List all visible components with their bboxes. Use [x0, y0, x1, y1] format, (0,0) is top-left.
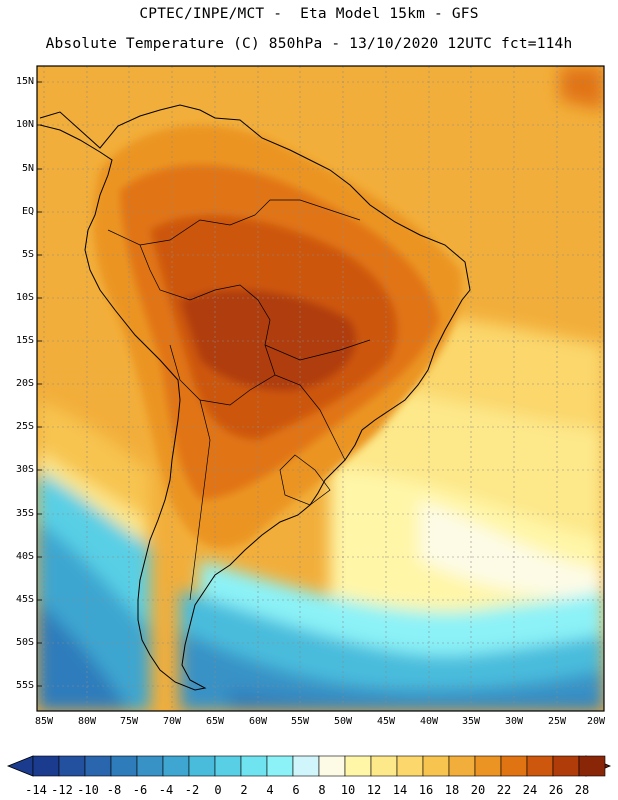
colorbar-swatch — [396, 755, 424, 777]
colorbar — [6, 755, 612, 777]
lon-label: 20W — [586, 716, 606, 727]
lat-label: 50S — [15, 637, 34, 648]
colorbar-label: 4 — [266, 783, 274, 797]
colorbar-swatch — [344, 755, 372, 777]
lon-label: 85W — [34, 716, 54, 727]
lat-label: 20S — [15, 378, 34, 389]
colorbar-label: 0 — [214, 783, 222, 797]
country-borders — [107, 199, 371, 601]
colorbar-label: 22 — [496, 783, 512, 797]
colorbar-label: -6 — [132, 783, 148, 797]
colorbar-swatch — [578, 755, 606, 777]
lon-label: 25W — [547, 716, 567, 727]
south-america-coastline — [39, 104, 471, 691]
colorbar-label: 2 — [240, 783, 248, 797]
colorbar-label: -8 — [106, 783, 122, 797]
colorbar-label: -12 — [51, 783, 73, 797]
lon-label: 70W — [162, 716, 182, 727]
colorbar-swatch — [110, 755, 138, 777]
colorbar-label: 26 — [548, 783, 564, 797]
colorbar-swatch — [422, 755, 450, 777]
colorbar-swatch — [240, 755, 268, 777]
lat-label: 25S — [15, 421, 34, 432]
colorbar-swatch — [58, 755, 86, 777]
axis-ticks — [37, 81, 42, 687]
lat-label: 35S — [15, 508, 34, 519]
colorbar-swatch — [84, 755, 112, 777]
colorbar-swatch — [266, 755, 294, 777]
colorbar-swatch — [318, 755, 346, 777]
colorbar-swatch — [500, 755, 528, 777]
colorbar-label: 6 — [292, 783, 300, 797]
lat-label: 40S — [15, 551, 34, 562]
lon-label: 60W — [248, 716, 268, 727]
colorbar-swatch — [474, 755, 502, 777]
colorbar-swatch — [32, 755, 60, 777]
lon-label: 40W — [419, 716, 439, 727]
chart-title-line-1: CPTEC/INPE/MCT - Eta Model 15km - GFS — [139, 6, 479, 22]
colorbar-swatch — [292, 755, 320, 777]
lat-label: 5S — [21, 249, 34, 260]
lon-label: 75W — [119, 716, 139, 727]
lat-label: 55S — [15, 680, 34, 691]
colorbar-label: 16 — [418, 783, 434, 797]
colorbar-swatch — [448, 755, 476, 777]
lat-label: 15S — [15, 335, 34, 346]
lon-label: 80W — [77, 716, 97, 727]
colorbar-label: 12 — [366, 783, 382, 797]
temperature-field — [37, 66, 604, 711]
colorbar-label: 28 — [574, 783, 590, 797]
colorbar-label: 10 — [340, 783, 356, 797]
colorbar-label: 18 — [444, 783, 460, 797]
lat-label: 5N — [21, 163, 34, 174]
colorbar-label: 14 — [392, 783, 408, 797]
lon-label: 35W — [461, 716, 481, 727]
colorbar-swatch — [188, 755, 216, 777]
colorbar-swatch — [370, 755, 398, 777]
colorbar-low-arrow — [6, 755, 34, 777]
chart-title-line-2: Absolute Temperature (C) 850hPa - 13/10/… — [45, 36, 573, 52]
lon-label: 45W — [376, 716, 396, 727]
colorbar-label: -2 — [184, 783, 200, 797]
lon-label: 30W — [504, 716, 524, 727]
map-frame — [36, 65, 605, 712]
lat-label: 10N — [15, 119, 34, 130]
colorbar-swatch — [552, 755, 580, 777]
colorbar-label: -10 — [77, 783, 99, 797]
colorbar-label: 20 — [470, 783, 486, 797]
lat-label: 15N — [15, 76, 34, 87]
colorbar-label: 24 — [522, 783, 538, 797]
colorbar-swatch — [136, 755, 164, 777]
colorbar-swatch — [162, 755, 190, 777]
colorbar-swatch — [214, 755, 242, 777]
colorbar-label: 8 — [318, 783, 326, 797]
lon-label: 50W — [333, 716, 353, 727]
lat-label: EQ — [21, 206, 34, 217]
lat-label: 30S — [15, 464, 34, 475]
lon-label: 55W — [290, 716, 310, 727]
lat-label: 45S — [15, 594, 34, 605]
colorbar-swatch — [526, 755, 554, 777]
lon-label: 65W — [205, 716, 225, 727]
colorbar-label: -4 — [158, 783, 174, 797]
colorbar-label: -14 — [25, 783, 47, 797]
lat-label: 10S — [15, 292, 34, 303]
